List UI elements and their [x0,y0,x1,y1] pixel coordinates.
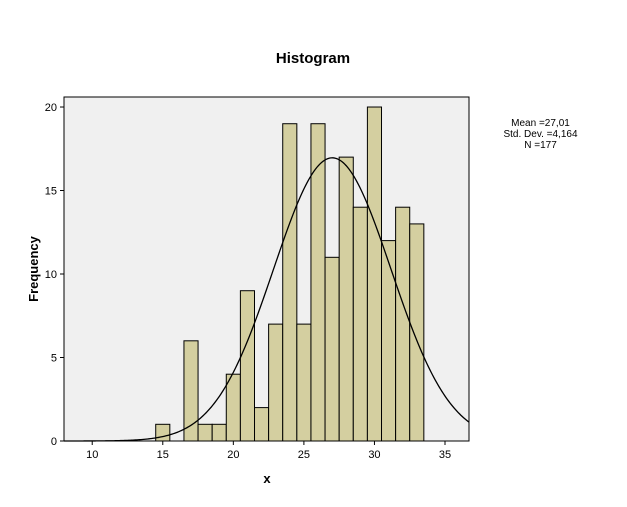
normal-curve [64,157,470,442]
histogram-bar [254,407,270,442]
y-tick-label: 15 [45,186,57,198]
y-tick-label: 10 [45,269,57,281]
histogram-bar [366,106,383,442]
histogram-bar [310,123,326,442]
x-tick-label: 20 [227,449,239,461]
histogram-bar [338,156,354,442]
histogram-bar [225,373,241,442]
chart-title: Histogram [276,50,350,67]
histogram-bar [183,340,199,442]
x-tick-label: 15 [157,449,169,461]
histogram-bar [352,206,368,442]
x-tick-label: 10 [86,449,98,461]
histogram-bar [268,323,284,442]
x-axis: 10 15 20 25 30 35 [86,441,451,461]
histogram-bar [324,256,340,442]
bars-group [155,106,425,442]
histogram-bar [282,123,298,442]
histogram-bar [197,423,213,442]
histogram-bar [395,206,411,442]
y-tick-label: 0 [51,436,57,448]
histogram-bar [296,323,312,442]
histogram-bar [381,240,397,442]
stats-legend: Mean =27,01 Std. Dev. =4,164 N =177 [488,118,593,151]
x-tick-label: 30 [368,449,380,461]
histogram-bar [155,423,171,442]
stats-n: N =177 [524,140,557,151]
histogram-bar [211,423,227,442]
y-tick-label: 5 [51,353,57,365]
stats-std-dev: Std. Dev. =4,164 [503,129,578,140]
x-tick-label: 25 [298,449,310,461]
y-axis: 0 5 10 15 20 [45,102,64,448]
stats-mean: Mean =27,01 [511,118,570,129]
y-tick-label: 20 [45,102,57,114]
histogram-bar [239,290,255,442]
histogram-bar [409,223,425,442]
x-axis-label: x [263,471,271,486]
y-axis-label: Frequency [26,235,41,302]
x-tick-label: 35 [439,449,451,461]
